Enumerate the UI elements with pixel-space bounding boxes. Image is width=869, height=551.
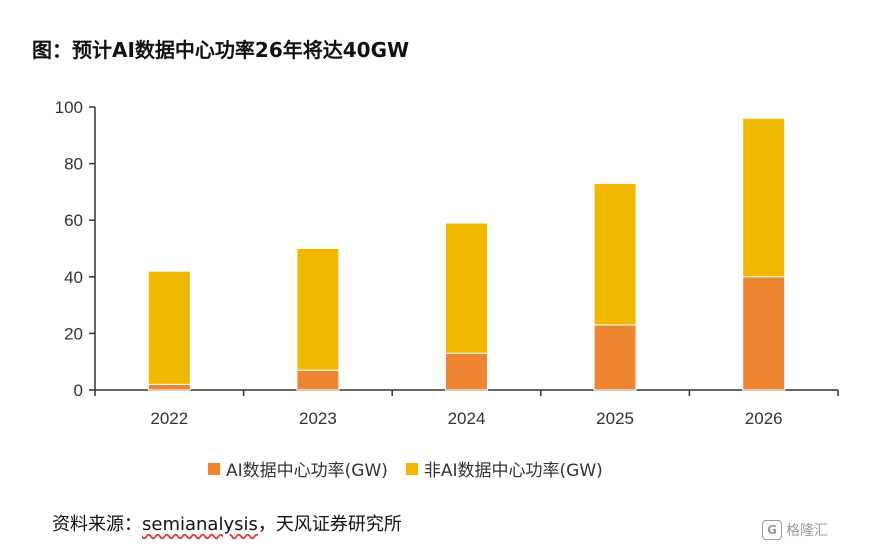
x-tick-label: 2026 — [745, 409, 783, 428]
legend-item-non-ai: 非AI数据中心功率(GW) — [405, 456, 603, 481]
legend-item-ai: AI数据中心功率(GW) — [208, 456, 388, 481]
bar-non-ai — [147, 270, 191, 385]
y-tick-label: 60 — [64, 211, 83, 230]
y-tick-label: 20 — [64, 324, 83, 343]
bar-non-ai — [593, 182, 637, 326]
bar-non-ai — [296, 248, 340, 371]
source-prefix: 资料来源： — [52, 514, 142, 535]
bar-ai — [445, 352, 488, 391]
x-tick-label: 2025 — [596, 409, 634, 428]
source-note: 资料来源：semianalysis，天风证券研究所 — [52, 510, 402, 536]
bar-ai — [296, 369, 340, 391]
legend: AI数据中心功率(GW) 非AI数据中心功率(GW) — [208, 456, 603, 481]
legend-label-ai: AI数据中心功率(GW) — [226, 461, 388, 481]
bar-ai — [593, 324, 637, 391]
x-axis: 2022 2023 2024 2025 2026 — [94, 389, 839, 428]
watermark: G 格隆汇 — [762, 520, 828, 540]
x-tick-label: 2023 — [299, 409, 337, 428]
watermark-text: 格隆汇 — [786, 523, 828, 539]
legend-label-non-ai: 非AI数据中心功率(GW) — [423, 461, 603, 481]
bar-ai — [147, 383, 191, 391]
watermark-logo-icon: G — [762, 520, 782, 540]
y-tick-label: 100 — [55, 98, 83, 117]
bar-non-ai — [742, 117, 786, 278]
y-tick-label: 40 — [64, 268, 83, 287]
source-name: semianalysis — [142, 514, 258, 535]
bar-ai — [742, 276, 786, 391]
bars-group — [147, 117, 786, 391]
chart-title: 图：预计AI数据中心功率26年将达40GW — [32, 38, 410, 62]
y-tick-label: 80 — [64, 155, 83, 174]
y-tick-label: 0 — [74, 381, 83, 400]
source-suffix: ，天风证券研究所 — [257, 514, 402, 535]
x-tick-label: 2022 — [150, 409, 188, 428]
legend-swatch-non-ai — [405, 462, 418, 475]
y-axis: 0 20 40 60 80 100 — [55, 98, 96, 400]
legend-swatch-ai — [208, 462, 220, 475]
bar-non-ai — [445, 222, 488, 354]
x-tick-label: 2024 — [448, 409, 486, 428]
